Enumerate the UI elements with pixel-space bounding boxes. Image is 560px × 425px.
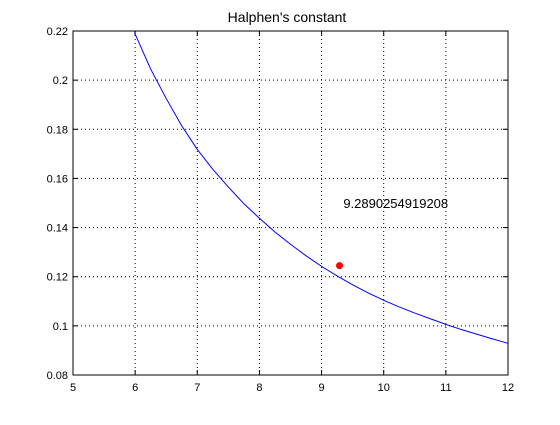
highlight-point (336, 262, 344, 270)
x-tick-label: 7 (194, 382, 200, 394)
x-tick-label: 6 (132, 382, 138, 394)
x-tick-label: 8 (256, 382, 262, 394)
y-tick-label: 0.08 (47, 370, 68, 382)
x-tick-label: 11 (440, 382, 451, 394)
x-tick-label: 12 (502, 382, 514, 394)
marker-layer (336, 262, 344, 270)
y-tick-label: 0.1 (53, 321, 68, 333)
x-tick-label: 5 (70, 382, 76, 394)
y-tick-label: 0.18 (47, 124, 68, 136)
y-tick-label: 0.14 (47, 223, 68, 235)
series-line (134, 32, 509, 344)
value-annotation: 9.2890254919208 (343, 196, 448, 211)
axis-ticks: 5 6 7 8 9 10 11 12 0.08 0.1 0.12 0.14 0.16 0.18 0.2 0.2… (47, 26, 515, 394)
y-tick-label: 0.2 (53, 75, 68, 87)
y-tick-label: 0.16 (47, 173, 68, 185)
chart-title: Halphen's constant (228, 9, 347, 25)
y-tick-label: 0.12 (47, 272, 68, 284)
plot-frame (72, 30, 509, 376)
x-tick-label: 10 (378, 382, 390, 394)
series-layer (134, 32, 509, 344)
grid-lines (73, 31, 508, 375)
y-tick-label: 0.22 (47, 26, 68, 38)
x-tick-label: 9 (319, 382, 325, 394)
